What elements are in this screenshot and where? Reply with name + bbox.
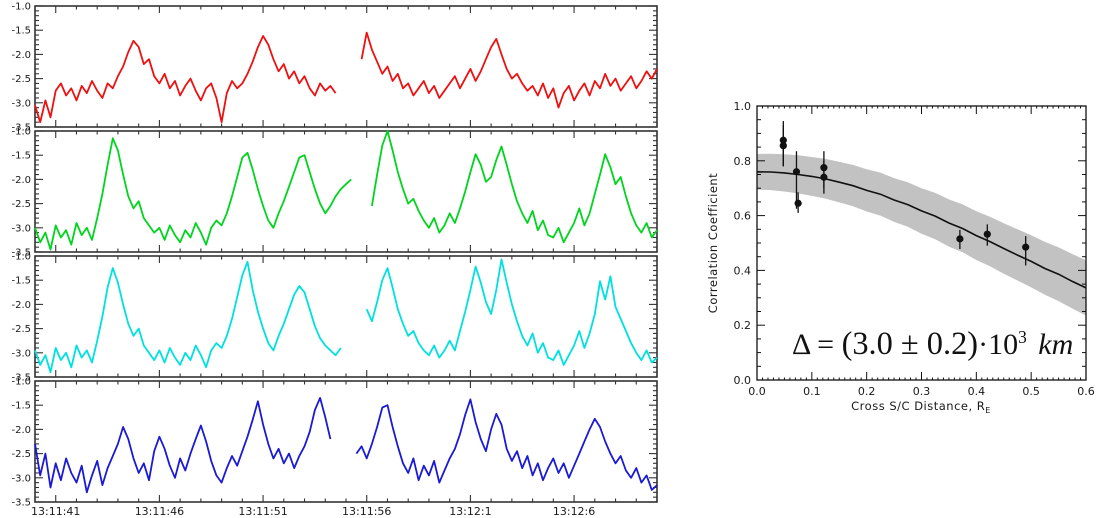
panel-1: -1.0 -1.5 -2.0 -2.5 -3.0 -3.5 — [11, 2, 658, 134]
y-tick-label: -3.5 — [11, 373, 31, 384]
correlation-scatter-plot: 0.0 0.1 0.2 0.3 0.4 0.5 0.6 0.0 0.2 0.4 0.6 0.8 1.0 — [734, 100, 1095, 398]
panel-ticks — [34, 255, 658, 378]
x-tick-label: 0.2 — [858, 385, 876, 398]
y-tick-label: 0.4 — [734, 264, 752, 277]
y-tick-label: -3.5 — [11, 248, 31, 259]
x-axis-title: Cross S/C Distance, RE — [851, 399, 991, 415]
panel-3-cyan-trace — [34, 258, 658, 374]
time-tick-label: 13:11:46 — [135, 505, 184, 518]
panel-2: -1.0 -1.5 -2.0 -2.5 -3.0 -3.5 — [11, 127, 658, 259]
data-point — [792, 168, 801, 176]
x-tick-label: 0.1 — [803, 385, 821, 398]
x-tick-label: 0.0 — [748, 385, 766, 398]
data-point — [820, 173, 828, 181]
y-tick-label: -3.0 — [11, 98, 31, 109]
y-tick-label: 0.8 — [734, 155, 752, 168]
y-tick-label: -2.0 — [11, 425, 31, 436]
x-tick-label: 0.6 — [1077, 385, 1095, 398]
confidence-band — [757, 153, 1086, 316]
annotation-exponent: 3 — [1018, 327, 1027, 347]
y-tick-label: -1.0 — [11, 252, 31, 263]
data-point — [820, 164, 828, 172]
data-point — [1022, 243, 1030, 251]
panel-4-blue-trace — [34, 397, 658, 494]
annotation-value: (3.0 ± 0.2) — [841, 326, 979, 362]
y-tick-label: -3.0 — [11, 223, 31, 234]
data-point — [956, 235, 964, 243]
fit-curve — [756, 171, 1087, 289]
annotation-unit: km — [1038, 328, 1074, 361]
y-tick-label: 1.0 — [734, 100, 752, 113]
time-tick-label: 13:11:51 — [238, 505, 287, 518]
y-tick-label: -3.0 — [11, 473, 31, 484]
data-point — [779, 136, 787, 144]
panel-frame — [34, 130, 658, 253]
data-point — [794, 199, 802, 207]
panel-frame — [34, 5, 658, 128]
panel-ticks — [34, 5, 658, 128]
y-tick-label: -2.5 — [11, 449, 31, 460]
panel-3: -1.0 -1.5 -2.0 -2.5 -3.0 -3.5 — [11, 252, 658, 384]
y-tick-label: -1.5 — [11, 276, 31, 287]
plot-ticks — [756, 105, 1087, 381]
y-tick-label: -2.0 — [11, 300, 31, 311]
time-tick-label: 13:12:1 — [449, 505, 491, 518]
y-tick-label: -2.5 — [11, 324, 31, 335]
y-tick-label: 0.6 — [734, 210, 752, 223]
data-point — [983, 230, 991, 238]
annotation-times: · — [978, 328, 989, 361]
y-tick-label: -1.5 — [11, 151, 31, 162]
y-tick-label: -1.0 — [11, 377, 31, 388]
y-tick-label: -1.0 — [11, 2, 31, 13]
data-point — [779, 142, 787, 150]
fit-annotation: Δ = (3.0 ± 0.2)·103 km — [792, 326, 1073, 363]
x-tick-label: 0.5 — [1022, 385, 1040, 398]
y-axis-title: Correlation Coefficient — [706, 173, 720, 313]
y-tick-label: -3.0 — [11, 348, 31, 359]
time-tick-label: 13:11:41 — [31, 505, 80, 518]
panel-2-green-trace — [34, 130, 658, 251]
y-tick-label: -3.5 — [11, 123, 31, 134]
annotation-lhs: Δ = — [792, 328, 835, 361]
y-tick-label: -2.5 — [11, 74, 31, 85]
x-tick-label: 0.3 — [913, 385, 931, 398]
y-tick-label: -1.5 — [11, 401, 31, 412]
time-tick-label: 13:12:6 — [553, 505, 595, 518]
stacked-timeseries-panels: -1.0-1.5-2.0-2.5-3.0-3.5-1.0-1.5-2.0-2.5… — [11, 2, 658, 518]
panel-4: -1.0 -1.5 -2.0 -2.5 -3.0 -3.5 — [11, 377, 658, 509]
annotation-base: 10 — [988, 328, 1019, 361]
time-tick-label: 13:11:56 — [342, 505, 391, 518]
y-tick-label: -2.5 — [11, 199, 31, 210]
panel-1-red-trace — [34, 31, 658, 124]
y-tick-label: -1.5 — [11, 26, 31, 37]
y-tick-label: -1.0 — [11, 127, 31, 138]
x-tick-label: 0.4 — [968, 385, 986, 398]
panel-ticks — [34, 380, 658, 503]
y-tick-label: 0.2 — [734, 319, 752, 332]
y-tick-label: 0.0 — [734, 374, 752, 387]
y-tick-label: -3.5 — [11, 498, 31, 509]
panel-ticks — [34, 130, 658, 253]
panel-frame — [34, 255, 658, 378]
y-tick-label: -2.0 — [11, 50, 31, 61]
y-tick-label: -2.0 — [11, 175, 31, 186]
